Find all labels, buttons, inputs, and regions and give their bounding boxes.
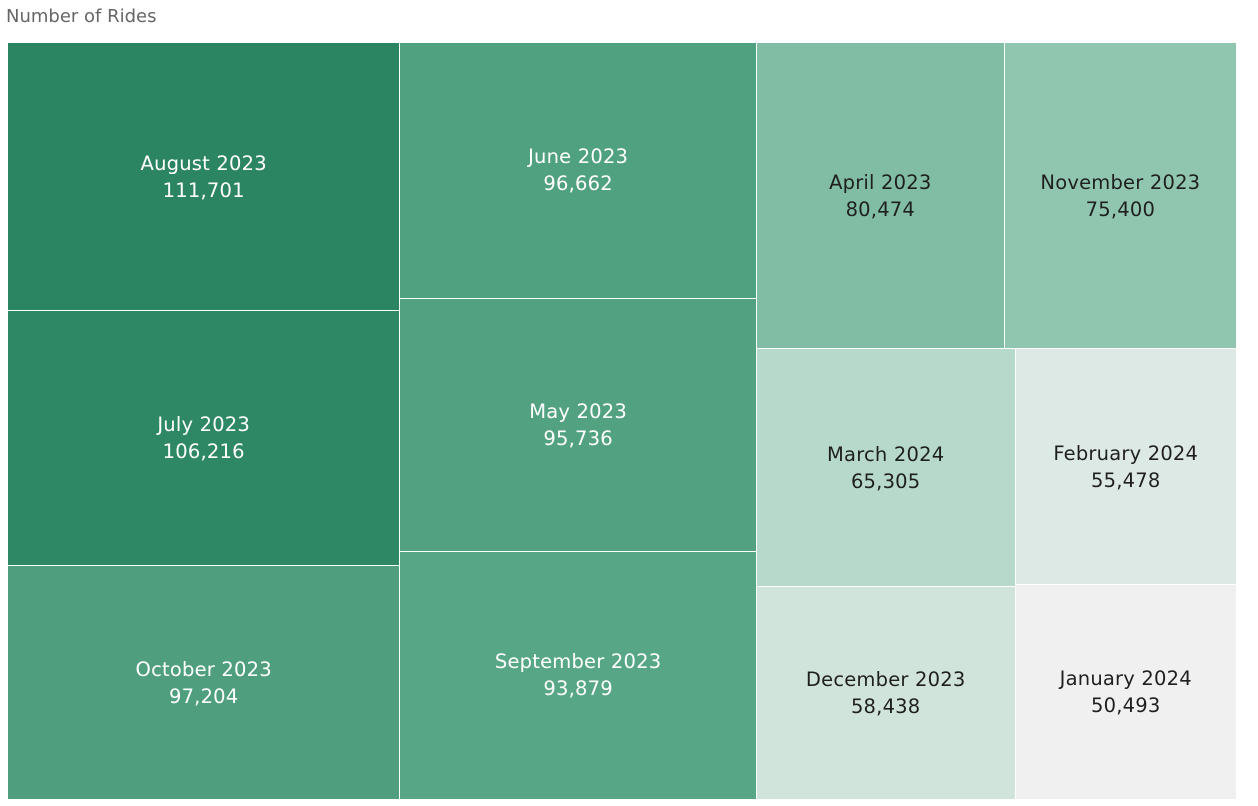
- tile-label: February 2024: [1053, 441, 1199, 465]
- treemap: August 2023 111,701 July 2023 106,216 Octobe…: [8, 43, 1237, 800]
- tile-value: 75,400: [1085, 197, 1156, 221]
- tile-label: December 2023: [805, 668, 966, 691]
- tile-june-2023[interactable]: June 2023 96,662: [400, 43, 757, 299]
- tile-value: 55,478: [1091, 468, 1161, 492]
- tile-value: 97,204: [168, 684, 239, 708]
- tile-label: May 2023: [529, 399, 627, 423]
- tile-value: 111,701: [162, 178, 245, 202]
- tile-label: October 2023: [135, 657, 272, 681]
- tile-label: March 2024: [827, 442, 945, 466]
- chart-title: Number of Rides: [6, 6, 157, 27]
- tile-label: November 2023: [1040, 170, 1201, 194]
- tile-value: 95,736: [543, 426, 613, 450]
- tile-value: 65,305: [850, 469, 921, 493]
- tile-value: 80,474: [845, 197, 916, 221]
- tile-label: July 2023: [157, 413, 251, 437]
- tile-july-2023[interactable]: July 2023 106,216: [8, 311, 401, 567]
- tile-november-2023[interactable]: November 2023 75,400: [1004, 43, 1237, 350]
- tile-label: June 2023: [528, 145, 629, 169]
- tile-march-2024[interactable]: March 2024 65,305: [756, 349, 1016, 588]
- tile-april-2023[interactable]: April 2023 80,474: [756, 43, 1005, 350]
- tile-january-2024[interactable]: January 2024 50,493: [1015, 585, 1237, 800]
- tile-value: 96,662: [543, 172, 613, 196]
- tile-september-2023[interactable]: September 2023 93,879: [400, 551, 757, 800]
- tile-value: 50,493: [1091, 694, 1161, 718]
- tile-value: 93,879: [543, 677, 613, 701]
- tile-label: August 2023: [140, 151, 267, 175]
- tile-august-2023[interactable]: August 2023 111,701: [8, 43, 401, 312]
- tile-label: April 2023: [829, 170, 932, 194]
- tile-october-2023[interactable]: October 2023 97,204: [8, 566, 401, 800]
- tile-value: 58,438: [850, 695, 921, 718]
- tile-label: September 2023: [494, 650, 662, 674]
- tile-may-2023[interactable]: May 2023 95,736: [400, 298, 757, 552]
- tile-label: January 2024: [1059, 667, 1192, 691]
- tile-december-2023[interactable]: December 2023 58,438: [756, 587, 1016, 800]
- tile-february-2024[interactable]: February 2024 55,478: [1015, 349, 1237, 586]
- tile-value: 106,216: [162, 440, 245, 464]
